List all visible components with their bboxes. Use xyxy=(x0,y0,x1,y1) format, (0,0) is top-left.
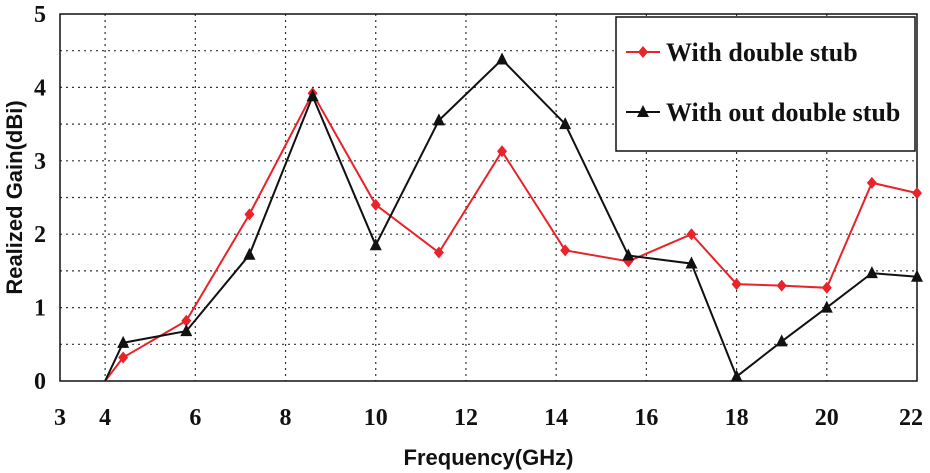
data-point-triangle xyxy=(775,334,788,347)
data-point-triangle xyxy=(496,52,509,65)
data-point-diamond xyxy=(866,176,877,189)
legend-label: With out double stub xyxy=(666,98,900,127)
x-tick-label: 8 xyxy=(280,405,292,431)
y-tick-label: 5 xyxy=(34,2,46,28)
legend-box xyxy=(615,16,916,152)
x-tick-labels: 3 4 6 8 10 12 14 16 18 20 22 xyxy=(54,405,923,431)
y-tick-label: 4 xyxy=(34,75,46,101)
data-point-diamond xyxy=(370,198,381,211)
data-point-triangle xyxy=(432,113,445,126)
y-tick-label: 1 xyxy=(34,296,46,322)
x-tick-label: 20 xyxy=(815,405,839,431)
y-tick-label: 2 xyxy=(34,222,46,248)
x-tick-label: 16 xyxy=(634,405,658,431)
legend: With double stub With out double stub xyxy=(615,16,916,152)
data-point-diamond xyxy=(560,244,571,257)
x-tick-label: 4 xyxy=(99,405,111,431)
series-line xyxy=(104,58,918,382)
data-point-triangle xyxy=(243,247,256,260)
data-point-diamond xyxy=(181,314,192,327)
data-point-triangle xyxy=(685,256,698,269)
legend-label: With double stub xyxy=(666,38,858,67)
y-tick-labels: 0 1 2 3 4 5 xyxy=(34,2,46,395)
x-tick-label: 18 xyxy=(725,405,749,431)
x-tick-label: 14 xyxy=(544,405,568,431)
legend-item-1: With double stub xyxy=(626,38,858,67)
data-point-triangle xyxy=(622,248,635,261)
data-point-diamond xyxy=(244,208,255,221)
data-point-diamond xyxy=(433,246,444,259)
data-point-diamond xyxy=(118,351,129,364)
data-point-triangle xyxy=(820,300,833,313)
data-point-diamond xyxy=(497,145,508,158)
series-2 xyxy=(104,52,923,382)
y-tick-label: 3 xyxy=(34,149,46,175)
data-point-triangle xyxy=(865,266,878,279)
y-tick-label: 0 xyxy=(34,369,46,395)
series-line xyxy=(104,91,918,382)
data-point-diamond xyxy=(912,187,922,200)
data-point-triangle xyxy=(369,238,382,251)
data-point-diamond xyxy=(638,46,648,58)
data-point-triangle xyxy=(180,324,193,337)
data-point-triangle xyxy=(730,369,743,382)
x-tick-label: 6 xyxy=(189,405,201,431)
data-point-diamond xyxy=(686,228,697,241)
data-point-triangle xyxy=(559,117,572,130)
x-tick-label: 12 xyxy=(454,405,478,431)
data-point-diamond xyxy=(731,278,742,291)
y-axis-title: Realized Gain(dBi) xyxy=(2,100,27,294)
series xyxy=(104,52,923,382)
data-point-triangle xyxy=(911,269,923,282)
x-tick-label: 22 xyxy=(899,405,923,431)
data-point-diamond xyxy=(821,281,832,294)
legend-item-2: With out double stub xyxy=(626,98,900,127)
data-point-triangle xyxy=(306,89,319,102)
data-point-triangle xyxy=(117,335,130,348)
x-tick-label: 10 xyxy=(364,405,388,431)
data-point-triangle xyxy=(637,105,649,117)
x-tick-label: 3 xyxy=(54,405,66,431)
data-point-diamond xyxy=(776,279,787,292)
x-axis-title: Frequency(GHz) xyxy=(404,445,574,470)
